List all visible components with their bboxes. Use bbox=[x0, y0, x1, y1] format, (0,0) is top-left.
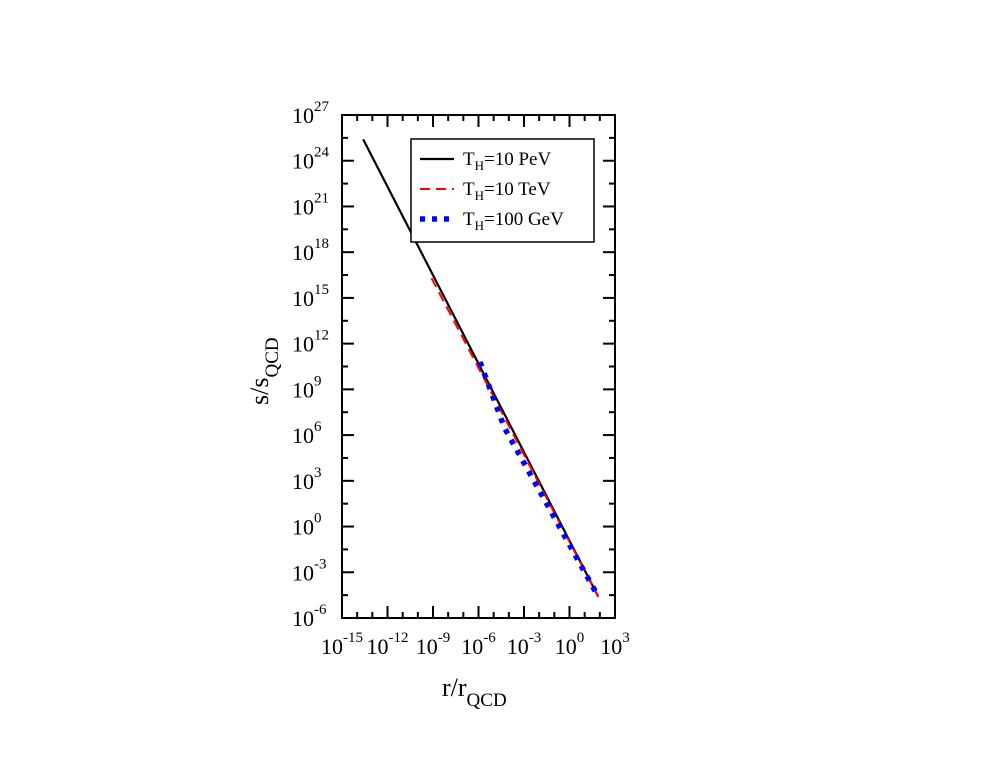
series-group bbox=[362, 138, 601, 599]
legend-label-1: TH=10 PeV bbox=[463, 149, 551, 173]
y-tick-label: 10-3 bbox=[292, 556, 327, 585]
legend-group: TH=10 PeV TH=10 TeV TH=100 GeV bbox=[410, 138, 595, 243]
y-tick-label: 10-6 bbox=[292, 602, 327, 631]
y-tick-label: 1012 bbox=[292, 328, 329, 357]
legend-label-3: TH=100 GeV bbox=[463, 209, 564, 233]
ticks-group: 10-15 10-12 10-9 10-6 10-3 100 103 10-6 10-3 100 1… bbox=[292, 99, 630, 659]
y-tick-label: 1015 bbox=[292, 282, 329, 311]
y-tick-label: 100 bbox=[292, 511, 322, 540]
y-tick-label: 106 bbox=[292, 419, 322, 448]
x-tick-label: 10-6 bbox=[461, 630, 496, 659]
legend-label-2: TH=10 TeV bbox=[463, 179, 551, 203]
x-tick-label: 103 bbox=[600, 630, 630, 659]
x-tick-label: 10-9 bbox=[416, 630, 451, 659]
x-tick-label: 10-15 bbox=[321, 630, 363, 659]
y-tick-label: 1018 bbox=[292, 236, 329, 265]
y-tick-label: 103 bbox=[292, 465, 322, 494]
series-line-2 bbox=[430, 277, 600, 598]
legend-box bbox=[410, 138, 595, 243]
y-tick-label: 1024 bbox=[292, 145, 330, 174]
y-tick-label: 109 bbox=[292, 373, 322, 402]
x-tick-label: 10-3 bbox=[507, 630, 542, 659]
y-axis-title: s/sQCD bbox=[245, 337, 283, 405]
x-axis-title: r/rQCD bbox=[442, 673, 507, 711]
x-tick-label: 100 bbox=[555, 630, 585, 659]
y-tick-label: 1027 bbox=[292, 99, 330, 128]
y-tick-label: 1021 bbox=[292, 190, 329, 219]
x-tick-label: 10-12 bbox=[367, 630, 409, 659]
